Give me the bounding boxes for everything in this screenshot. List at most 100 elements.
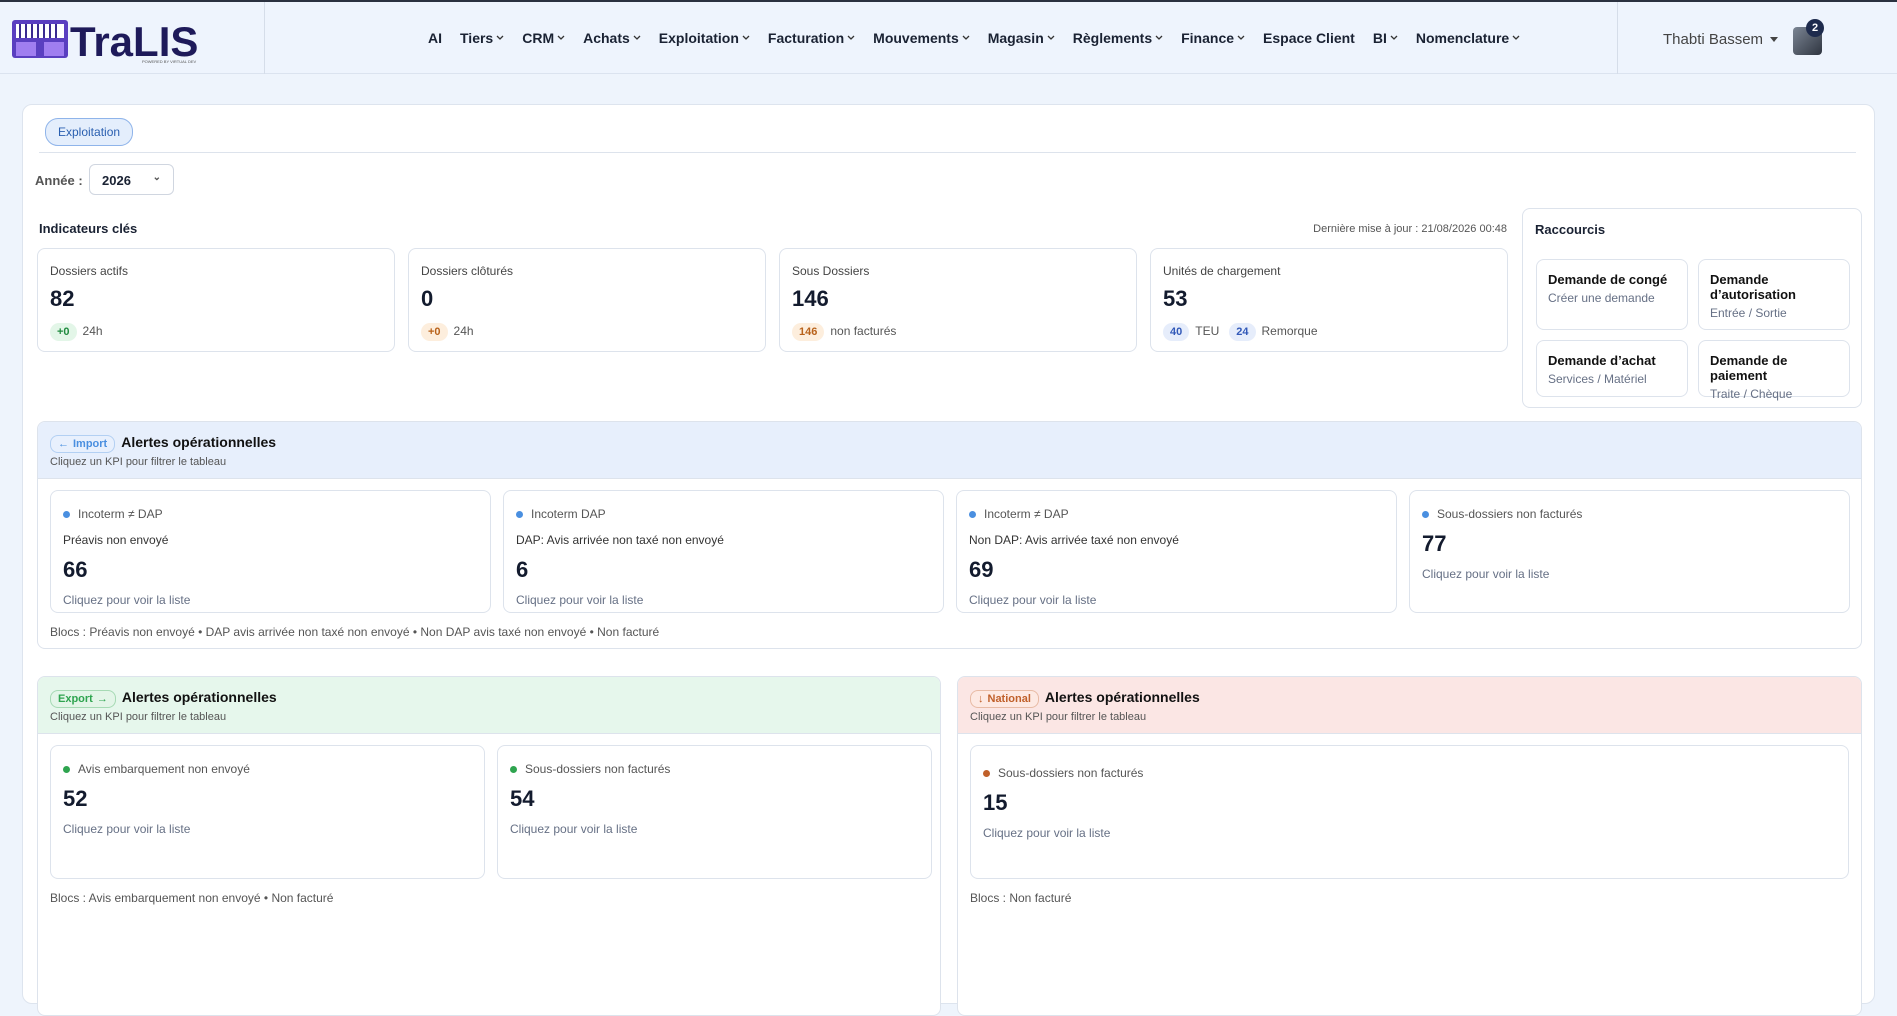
- nav-label: Mouvements: [873, 30, 959, 46]
- nav-item[interactable]: BI: [1373, 30, 1398, 46]
- top-bar: TraLIS POWERED BY VIRTUAL DEV AI Tiers CRM…: [0, 0, 1897, 74]
- user-name[interactable]: Thabti Bassem: [1663, 31, 1764, 48]
- section-tag: ← Import: [50, 435, 116, 453]
- alert-card[interactable]: Sous-dossiers non facturés 77 Cliquez pour…: [1409, 490, 1850, 613]
- chevron: [496, 35, 504, 40]
- chevron: [633, 35, 641, 40]
- section-footer: Blocs : Préavis non envoyé • DAP avis ar…: [50, 625, 660, 639]
- nav-label: Achats: [583, 30, 630, 46]
- alert-tag-text: Avis embarquement non envoyé: [78, 762, 250, 776]
- divider: [264, 2, 265, 74]
- kpi-badge: 40: [1163, 323, 1190, 341]
- nav-item[interactable]: Achats: [583, 30, 641, 46]
- nav-item[interactable]: Règlements: [1073, 30, 1163, 46]
- chevron: [1047, 35, 1055, 40]
- alert-card[interactable]: Incoterm ≠ DAP Non DAP: Avis arrivée taxé…: [956, 490, 1397, 613]
- chevron: [1390, 35, 1398, 40]
- status-dot: [516, 511, 523, 518]
- year-select[interactable]: 2026 ⌄: [89, 164, 174, 195]
- shortcut[interactable]: Demande d’achat Services / Matériel: [1536, 340, 1688, 397]
- alert-card[interactable]: Avis embarquement non envoyé 52 Cliquez po…: [50, 745, 485, 879]
- shortcut[interactable]: Demande d’autorisation Entrée / Sortie: [1698, 259, 1850, 330]
- alert-value: 69: [969, 557, 994, 582]
- alert-tag: Incoterm DAP: [516, 507, 931, 521]
- kpi-title: Indicateurs clés: [39, 221, 138, 236]
- alert-link: Cliquez pour voir la liste: [516, 593, 644, 607]
- kpi-badges: 146 non facturés: [792, 322, 1124, 341]
- nav-label: Nomenclature: [1415, 30, 1510, 46]
- chevron: [962, 35, 970, 40]
- shortcut-subtitle: Services / Matériel: [1548, 372, 1647, 386]
- alert-card[interactable]: Incoterm ≠ DAP Préavis non envoyé 66 Clique…: [50, 490, 491, 613]
- nav-label: CRM: [522, 30, 555, 46]
- tag-label: National: [987, 693, 1031, 705]
- section-tag: Export →: [50, 690, 116, 708]
- kpi-updated: Dernière mise à jour : 21/08/2026 00:48: [1313, 223, 1507, 235]
- alert-section: ← Import Alertes opérationnelles Cliquez un…: [37, 421, 1862, 649]
- alert-card[interactable]: Sous-dossiers non facturés 15 Cliquez pour…: [970, 745, 1849, 879]
- nav-item[interactable]: AI: [428, 30, 442, 46]
- nav-item[interactable]: Tiers: [460, 30, 504, 46]
- chevron: [1155, 35, 1163, 40]
- tag-icon: ↓: [978, 693, 984, 705]
- select-caret: ⌄: [152, 172, 161, 183]
- alert-tag: Avis embarquement non envoyé: [63, 762, 472, 776]
- status-dot: [983, 770, 990, 777]
- section-tag: ↓ National: [970, 690, 1039, 708]
- kpi-value: 82: [50, 286, 75, 311]
- alert-link: Cliquez pour voir la liste: [63, 822, 191, 836]
- tab[interactable]: Exploitation: [45, 118, 134, 146]
- alert-value: 15: [983, 790, 1008, 815]
- nav-item[interactable]: Espace Client: [1263, 30, 1355, 46]
- alert-desc: DAP: Avis arrivée non taxé non envoyé: [516, 533, 724, 547]
- alert-card[interactable]: Incoterm DAP DAP: Avis arrivée non taxé n…: [503, 490, 944, 613]
- chevron: [1237, 35, 1245, 40]
- nav-item[interactable]: Mouvements: [873, 30, 970, 46]
- nav-label: BI: [1372, 30, 1387, 46]
- nav-item[interactable]: Nomenclature: [1416, 30, 1520, 46]
- kpi-badge-text: 24h: [453, 324, 474, 338]
- kpi-card: Dossiers actifs 82 +0 24h: [37, 248, 395, 352]
- section-footer: Blocs : Avis embarquement non envoyé • N…: [50, 891, 334, 905]
- kpi-badges: 40 TEU 24 Remorque: [1163, 322, 1495, 341]
- nav-item[interactable]: CRM: [522, 30, 565, 46]
- kpi-label: Sous Dossiers: [792, 264, 870, 278]
- shortcut-title: Demande de paiement: [1710, 353, 1788, 383]
- nav-item[interactable]: Exploitation: [659, 30, 750, 46]
- nav-item[interactable]: Finance: [1181, 30, 1245, 46]
- shortcut[interactable]: Demande de congé Créer une demande: [1536, 259, 1688, 330]
- shortcut-subtitle: Traite / Chèque: [1710, 387, 1793, 401]
- kpi-label: Dossiers clôturés: [421, 264, 514, 278]
- notification-badge[interactable]: 2: [1806, 19, 1824, 37]
- nav-item[interactable]: Magasin: [988, 30, 1055, 46]
- divider: [1617, 2, 1618, 74]
- nav-label: Exploitation: [658, 30, 739, 46]
- shortcut[interactable]: Demande de paiement Traite / Chèque: [1698, 340, 1850, 401]
- alert-section: Export → Alertes opérationnelles Cliquez un…: [37, 676, 941, 1016]
- tag-label: Export: [58, 693, 93, 705]
- shortcut-subtitle: Entrée / Sortie: [1710, 306, 1787, 320]
- alert-value: 54: [510, 786, 535, 811]
- kpi-label: Unités de chargement: [1163, 264, 1281, 278]
- logo[interactable]: TraLIS POWERED BY VIRTUAL DEV: [12, 16, 217, 64]
- nav-label: Finance: [1181, 30, 1235, 46]
- kpi-badge: +0: [50, 323, 77, 341]
- chevron: [847, 35, 855, 40]
- alert-link: Cliquez pour voir la liste: [510, 822, 638, 836]
- shortcut-title: Demande d’achat: [1548, 353, 1656, 368]
- alert-tag-text: Incoterm ≠ DAP: [78, 507, 163, 521]
- alert-value: 77: [1422, 531, 1447, 556]
- alert-tag: Sous-dossiers non facturés: [983, 766, 1836, 780]
- nav-item[interactable]: Facturation: [768, 30, 855, 46]
- dashboard: Exploitation Année : 2026 ⌄ Indicateurs c…: [22, 104, 1875, 1016]
- nav-label: Règlements: [1072, 30, 1153, 46]
- alert-tag: Sous-dossiers non facturés: [1422, 507, 1837, 521]
- logo-tagline: POWERED BY VIRTUAL DEV: [142, 59, 196, 64]
- alert-tag-text: Sous-dossiers non facturés: [525, 762, 671, 776]
- user-caret[interactable]: [1770, 37, 1778, 42]
- kpi-badges: +0 24h: [421, 322, 753, 341]
- kpi-badge-text: non facturés: [830, 324, 897, 338]
- alert-link: Cliquez pour voir la liste: [63, 593, 191, 607]
- chevron: [1512, 35, 1520, 40]
- alert-card[interactable]: Sous-dossiers non facturés 54 Cliquez pour…: [497, 745, 932, 879]
